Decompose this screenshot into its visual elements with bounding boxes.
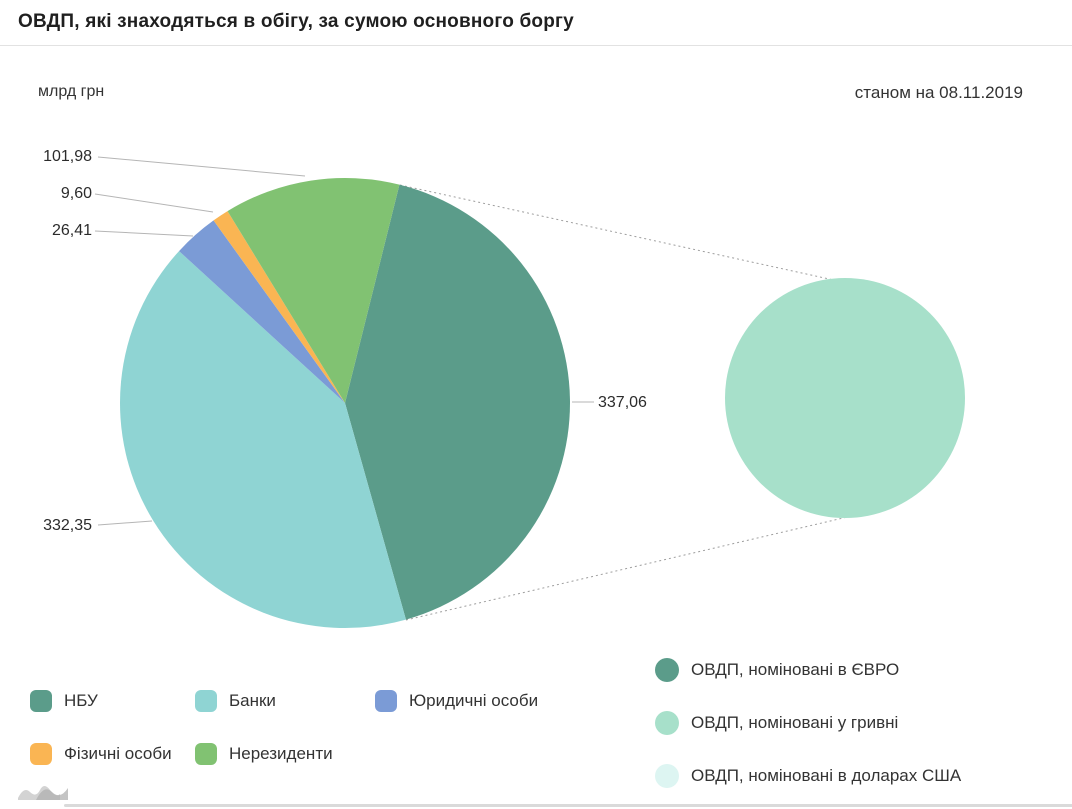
leader-line-fizychni xyxy=(94,193,214,213)
leader-line-yurydychni xyxy=(94,230,194,237)
legend-swatch-euro xyxy=(655,658,679,682)
chart-header: ОВДП, які знаходяться в обігу, за сумою … xyxy=(0,0,1072,46)
zoom-connector-bottom-line xyxy=(405,514,857,621)
legend-item-usd[interactable]: ОВДП, номіновані в доларах США xyxy=(655,764,961,788)
legend-swatch-hryvnia xyxy=(655,711,679,735)
legend-item-fizychni[interactable]: Фізичні особи xyxy=(30,743,195,765)
value-label-nerezydenty: 101,98 xyxy=(43,148,92,165)
bottom-divider xyxy=(64,804,1072,807)
value-label-nbu: 337,06 xyxy=(598,394,647,411)
value-label-fizychni: 9,60 xyxy=(60,185,92,202)
pie-chart-canvas xyxy=(94,156,965,628)
watermark-logo xyxy=(16,776,70,809)
legend-item-banky[interactable]: Банки xyxy=(195,690,375,712)
zoom-connector-top-line xyxy=(399,184,853,285)
waves-icon xyxy=(18,786,68,800)
as-of-date: станом на 08.11.2019 xyxy=(854,83,1023,102)
pie-segment-4[interactable] xyxy=(213,211,345,403)
legend-label-nbu: НБУ xyxy=(64,691,98,710)
axis-unit-label: млрд грн xyxy=(38,83,105,100)
leader-line-nerezydenty xyxy=(97,156,306,177)
legend-item-nbu[interactable]: НБУ xyxy=(30,690,195,712)
holders-legend: НБУ Банки Юридичні особи Фізичні особи Н… xyxy=(30,690,655,765)
value-label-yurydychni: 26,41 xyxy=(51,222,92,239)
legend-item-euro[interactable]: ОВДП, номіновані в ЄВРО xyxy=(655,658,961,682)
legend-label-yurydychni: Юридичні особи xyxy=(409,691,539,710)
currency-legend: ОВДП, номіновані в ЄВРО ОВДП, номіновані… xyxy=(655,658,961,788)
page-title: ОВДП, які знаходяться в обігу, за сумою … xyxy=(18,11,574,32)
legend-label-fizychni: Фізичні особи xyxy=(64,744,172,763)
pie-segment-1[interactable] xyxy=(345,184,570,620)
legend-label-hryvnia: ОВДП, номіновані у гривні xyxy=(691,713,899,732)
legend-swatch-usd xyxy=(655,764,679,788)
pie-segment-3[interactable] xyxy=(179,220,345,403)
breakout-circle[interactable] xyxy=(725,278,965,518)
leader-line-banky xyxy=(97,520,153,526)
legend-swatch-nerezydenty xyxy=(195,743,217,765)
value-label-banky: 332,35 xyxy=(43,517,92,534)
legend-label-euro: ОВДП, номіновані в ЄВРО xyxy=(691,660,900,679)
legend-swatch-nbu xyxy=(30,690,52,712)
legend-label-nerezydenty: Нерезиденти xyxy=(229,744,333,763)
pie-segment-2[interactable] xyxy=(120,251,406,628)
legend-item-yurydychni[interactable]: Юридичні особи xyxy=(375,690,655,712)
legend-swatch-yurydychni xyxy=(375,690,397,712)
main-pie xyxy=(120,177,570,628)
legend-item-hryvnia[interactable]: ОВДП, номіновані у гривні xyxy=(655,711,961,735)
legend-item-nerezydenty[interactable]: Нерезиденти xyxy=(195,743,375,765)
legend-label-banky: Банки xyxy=(229,691,276,710)
pie-segment-5[interactable] xyxy=(227,177,400,403)
legend-label-usd: ОВДП, номіновані в доларах США xyxy=(691,766,962,785)
legend-swatch-banky xyxy=(195,690,217,712)
legend-swatch-fizychni xyxy=(30,743,52,765)
